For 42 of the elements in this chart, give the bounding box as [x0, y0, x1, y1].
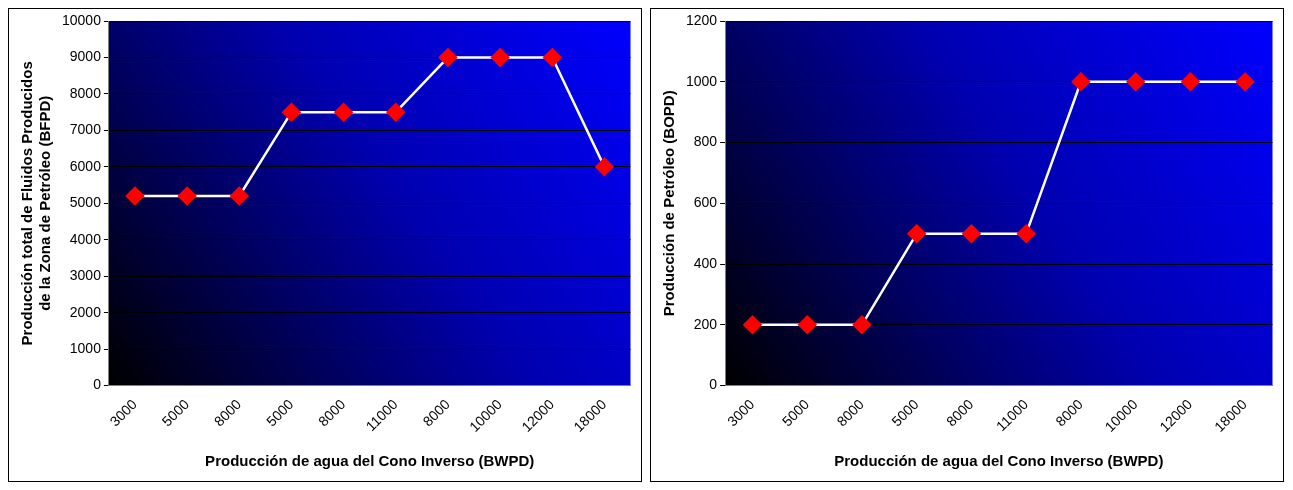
point [125, 186, 145, 206]
x-axis-title: Producción de agua del Cono Inverso (BWPD) [834, 452, 1164, 470]
y-axis-title: Producción total de Fluidos Producidos de la Zona de Petróleo (BFPD) [18, 61, 54, 346]
point [798, 315, 817, 335]
point [1181, 72, 1200, 92]
y-tick-label: 600 [693, 194, 718, 211]
y-tick-label: 800 [693, 133, 718, 150]
point [743, 315, 762, 335]
point [907, 224, 926, 243]
y-tick-label: 200 [693, 315, 718, 332]
point [438, 48, 458, 67]
point [962, 224, 981, 243]
x-axis-title: Producción de agua del Cono Inverso (BWPD) [205, 452, 535, 470]
y-tick-label: 1000 [685, 72, 718, 89]
y-tick-label: 4000 [69, 230, 102, 247]
point [490, 48, 510, 67]
y-tick-label: 2000 [69, 303, 102, 320]
y-tick-label: 8000 [69, 84, 102, 101]
y-tick-label: 1000 [69, 339, 102, 356]
y-tick-label: 400 [693, 254, 718, 271]
point [230, 186, 249, 206]
y-tick-label: 0 [709, 376, 718, 393]
point [1016, 224, 1036, 243]
y-tick-label: 0 [93, 376, 102, 393]
y-tick-label: 6000 [69, 157, 102, 174]
y-tick-label: 7000 [69, 121, 102, 138]
point [1071, 72, 1091, 92]
y-tick-label: 9000 [69, 48, 102, 65]
point [1235, 72, 1255, 92]
point [334, 102, 353, 122]
y-tick-label: 1200 [685, 11, 718, 28]
y-tick-label: 3000 [69, 267, 102, 284]
point [852, 315, 872, 335]
point [543, 48, 562, 67]
point [282, 102, 301, 122]
y-axis-title: Producción de Petróleo (BOPD) [660, 90, 678, 317]
point [595, 157, 614, 177]
point [386, 102, 406, 122]
y-tick-label: 10000 [61, 11, 102, 28]
point [177, 186, 197, 206]
y-tick-label: 5000 [69, 194, 102, 211]
point [1126, 72, 1145, 92]
